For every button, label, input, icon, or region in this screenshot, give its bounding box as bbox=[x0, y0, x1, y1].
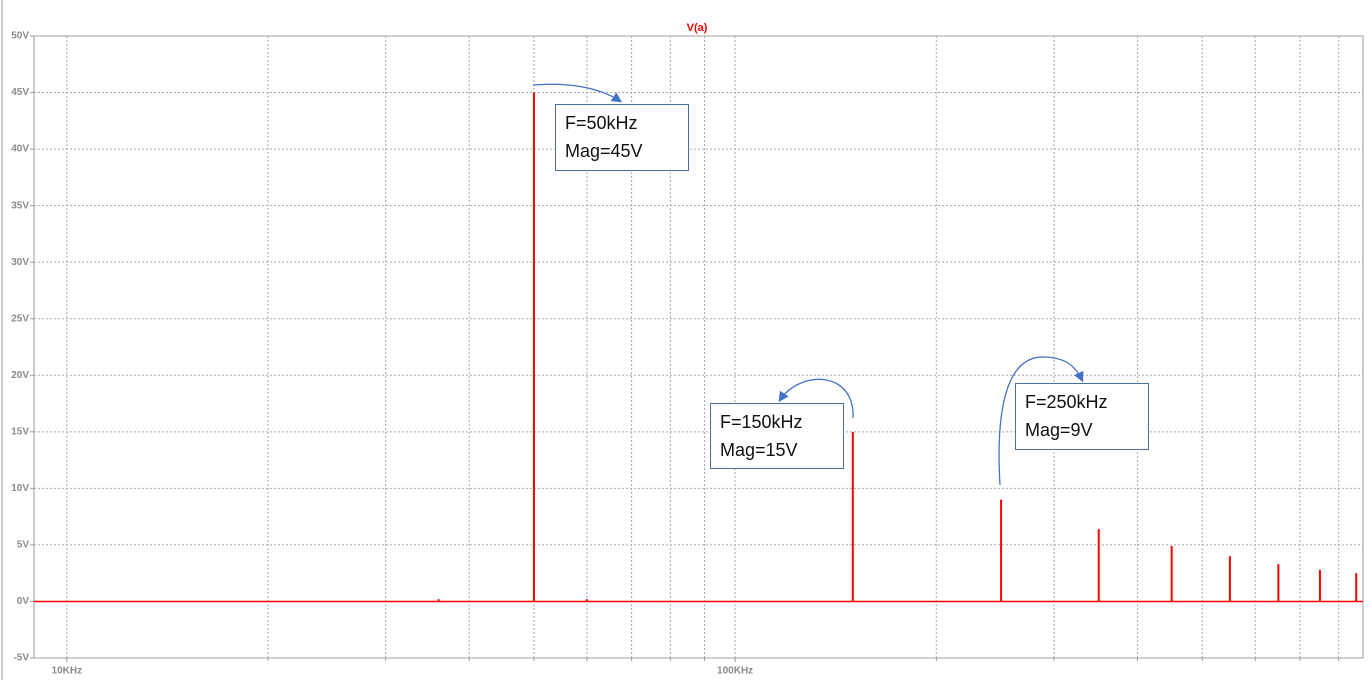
y-tick-label: 20V bbox=[11, 370, 29, 381]
y-tick-label: 30V bbox=[11, 257, 29, 268]
annotation: F=150kHz Mag=15V bbox=[710, 403, 844, 469]
annotation-text: Mag=15V bbox=[720, 440, 798, 460]
y-tick-label: 5V bbox=[17, 540, 30, 551]
y-tick-label: 45V bbox=[11, 87, 29, 98]
chart-title: V(a) bbox=[687, 22, 708, 34]
x-tick-label: 10KHz bbox=[52, 666, 83, 677]
arrow bbox=[778, 378, 854, 419]
x-tick-label: 100KHz bbox=[717, 666, 753, 677]
y-tick-label: 10V bbox=[11, 483, 29, 494]
annotation-text: Mag=45V bbox=[565, 141, 643, 161]
y-tick-label: 0V bbox=[17, 596, 30, 607]
y-tick-label: 25V bbox=[11, 313, 29, 324]
annotation-text: F=50kHz bbox=[565, 113, 638, 133]
annotation: F=50kHz Mag=45V bbox=[555, 104, 689, 171]
annotation: F=250kHz Mag=9V bbox=[1015, 383, 1149, 450]
y-tick-label: 15V bbox=[11, 426, 29, 437]
y-tick-label: -5V bbox=[13, 653, 29, 664]
annotation-text: Mag=9V bbox=[1025, 420, 1093, 440]
y-tick-label: 40V bbox=[11, 144, 29, 155]
arrow bbox=[998, 356, 1084, 486]
plot-frame bbox=[33, 35, 1364, 659]
annotation-text: F=250kHz bbox=[1025, 392, 1108, 412]
y-tick-label: 35V bbox=[11, 200, 29, 211]
arrow bbox=[532, 83, 623, 103]
annotation-text: F=150kHz bbox=[720, 412, 803, 432]
y-tick-label: 50V bbox=[11, 31, 29, 42]
